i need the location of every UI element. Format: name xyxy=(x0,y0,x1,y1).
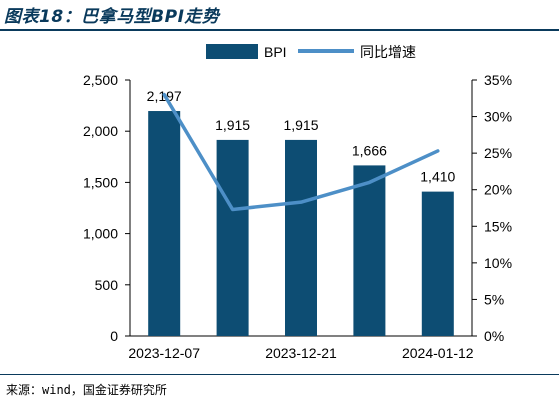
bpi-data-label: 1,915 xyxy=(215,117,250,133)
source-note: 来源：wind，国金证券研究所 xyxy=(6,383,167,397)
legend-yoy-label: 同比增速 xyxy=(360,44,416,60)
bpi-data-label: 1,666 xyxy=(352,142,387,158)
y-left-tick-label: 0 xyxy=(110,328,118,344)
footer-rule xyxy=(0,374,559,375)
bpi-data-label: 1,915 xyxy=(283,117,318,133)
y-left-tick-label: 1,000 xyxy=(83,226,118,242)
bpi-data-label: 1,410 xyxy=(420,169,455,185)
y-right-tick-label: 0% xyxy=(484,328,504,344)
y-right-tick-label: 10% xyxy=(484,255,512,271)
y-right-tick-label: 30% xyxy=(484,109,512,125)
bpi-bar xyxy=(421,191,454,336)
chart-legend: BPI 同比增速 xyxy=(206,44,416,60)
y-right-tick-label: 15% xyxy=(484,218,512,234)
line-series xyxy=(162,92,440,212)
x-tick-label: 2023-12-21 xyxy=(265,345,337,361)
y-right-tick-label: 35% xyxy=(484,72,512,88)
bar-series xyxy=(148,111,454,337)
y-right-tick-label: 5% xyxy=(484,291,504,307)
y-left-tick-label: 1,500 xyxy=(83,174,118,190)
chart-axes: 0 500 1,000 1,500 2,000 2,500 0% 5% 10% 15% 20% 25%… xyxy=(83,72,512,361)
y-right-tick-label: 25% xyxy=(484,145,512,161)
x-tick-label: 2024-01-12 xyxy=(402,345,474,361)
y-left-tick-label: 2,500 xyxy=(83,72,118,88)
y-left-tick-label: 500 xyxy=(95,277,119,293)
x-tick-label: 2023-12-07 xyxy=(128,345,200,361)
bpi-bar xyxy=(148,111,181,337)
legend-bpi-swatch xyxy=(206,44,258,59)
y-right-tick-label: 20% xyxy=(484,182,512,198)
legend-bpi-label: BPI xyxy=(264,44,287,60)
bpi-bar xyxy=(216,139,249,336)
bpi-chart: BPI 同比增速 0 500 1,000 1,500 2,000 2,500 0% 5% 10%… xyxy=(83,44,512,361)
figure-title: 图表18：巴拿马型BPI走势 xyxy=(4,7,220,27)
title-rule xyxy=(0,29,559,31)
bpi-bar xyxy=(285,139,317,336)
y-left-tick-label: 2,000 xyxy=(83,123,118,139)
bpi-bar xyxy=(353,165,386,336)
